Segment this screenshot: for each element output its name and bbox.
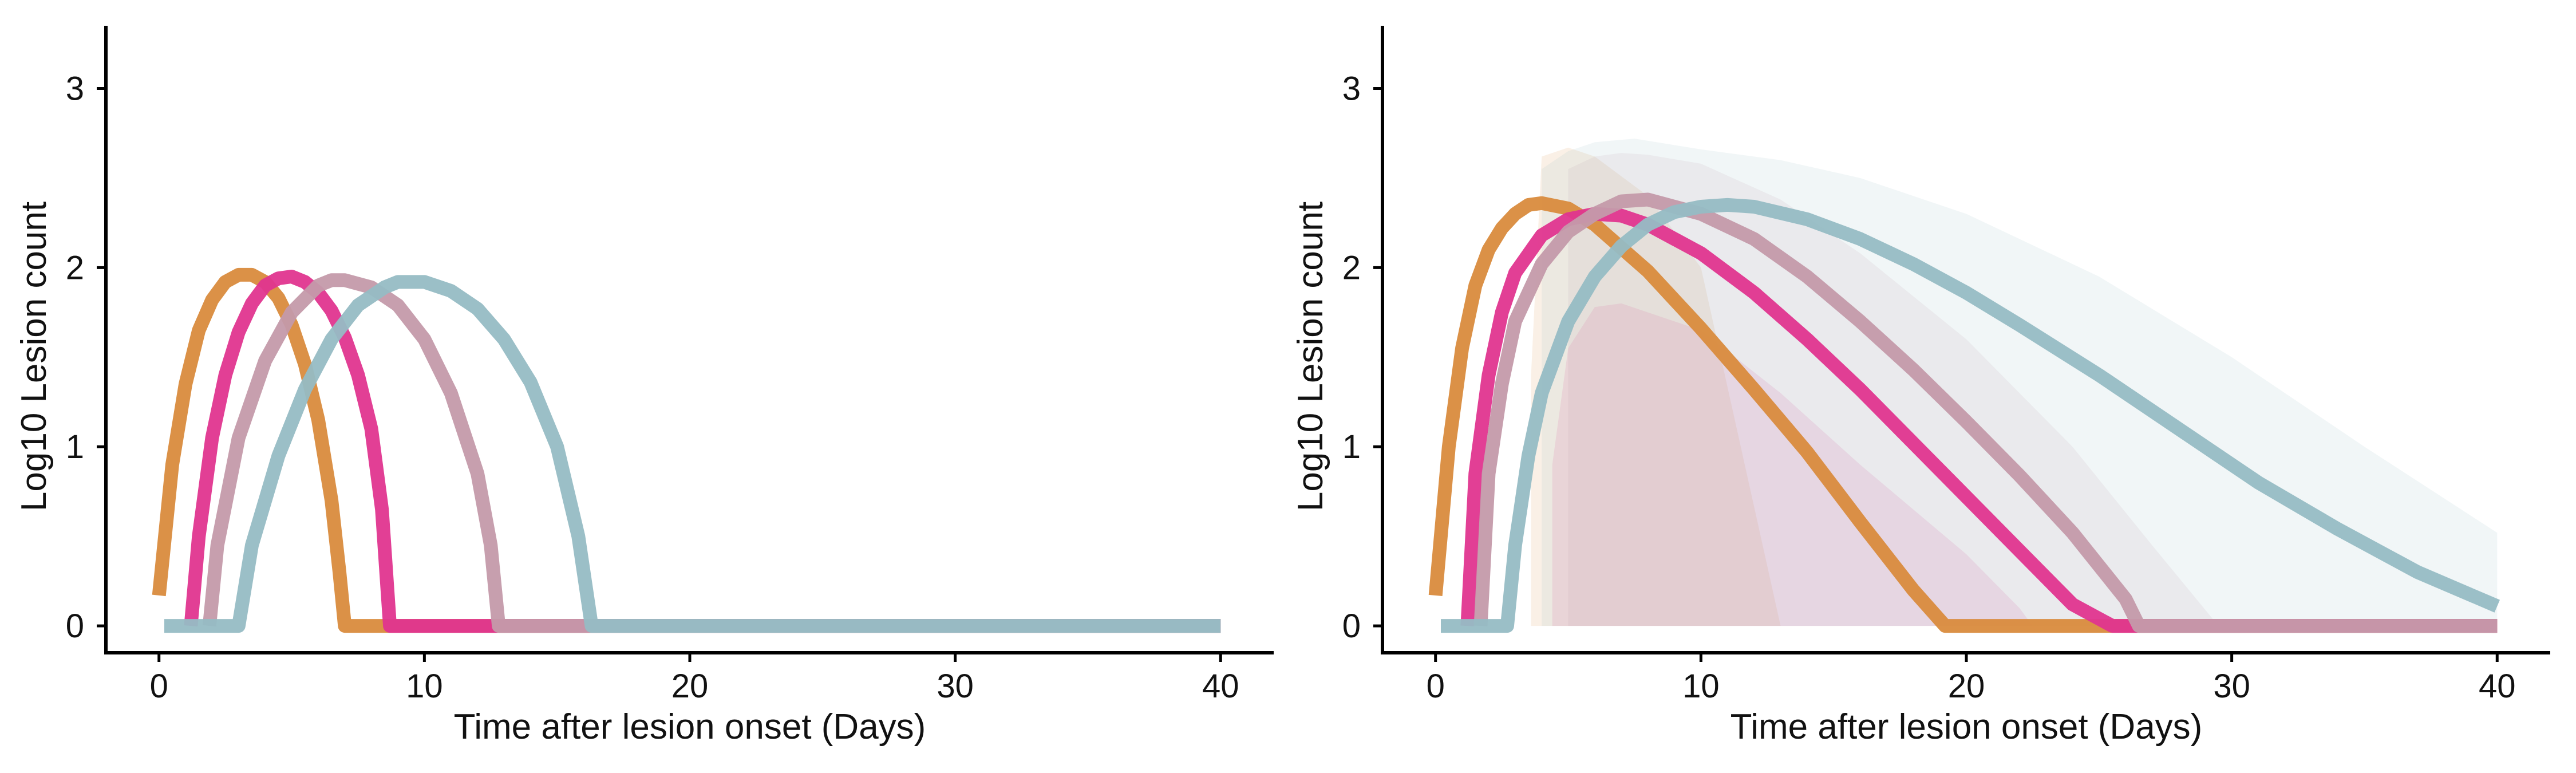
y-tick-label: 3 xyxy=(66,70,84,108)
y-axis-title: Log10 Lesion count xyxy=(1291,202,1330,511)
x-tick-label: 10 xyxy=(406,668,443,705)
panel-left: 0 10 20 30 40 0 1 2 3 Time after lesion onset (Da… xyxy=(14,26,1274,747)
series-3-line xyxy=(1473,192,2498,633)
panel-right: 0 10 20 30 40 0 1 2 3 Time after lesion onset (Da… xyxy=(1291,26,2550,747)
x-tick-label: 0 xyxy=(1427,668,1445,705)
series-2-band xyxy=(1552,303,2033,626)
series-3-line xyxy=(202,273,1221,633)
series-2-line xyxy=(184,270,1221,633)
x-tick-label: 20 xyxy=(1948,668,1985,705)
x-tick-label: 20 xyxy=(671,668,709,705)
y-tick-label: 1 xyxy=(66,428,84,466)
y-tick-label: 1 xyxy=(1342,428,1361,466)
y-tick-label: 3 xyxy=(1342,70,1361,108)
x-axis-title: Time after lesion onset (Days) xyxy=(1730,707,2203,747)
x-tick-label: 30 xyxy=(2213,668,2250,705)
y-axis-title: Log10 Lesion count xyxy=(14,202,54,511)
y-tick-label: 0 xyxy=(66,608,84,645)
x-axis-title: Time after lesion onset (Days) xyxy=(454,707,926,747)
series-4-line xyxy=(164,275,1221,633)
x-tick-label: 30 xyxy=(937,668,974,705)
x-tick-label: 0 xyxy=(150,668,168,705)
x-tick-label: 40 xyxy=(1202,668,1239,705)
y-tick-label: 2 xyxy=(66,249,84,286)
series-2-line xyxy=(1460,207,2498,633)
y-tick-label: 0 xyxy=(1342,608,1361,645)
series-1-line xyxy=(152,267,1221,633)
series-1-band xyxy=(1531,147,1781,626)
series-4-line xyxy=(1441,198,2500,633)
x-tick-label: 40 xyxy=(2479,668,2516,705)
series-1-line xyxy=(1428,196,2498,633)
x-tick-label: 10 xyxy=(1682,668,1720,705)
y-tick-label: 2 xyxy=(1342,249,1361,286)
